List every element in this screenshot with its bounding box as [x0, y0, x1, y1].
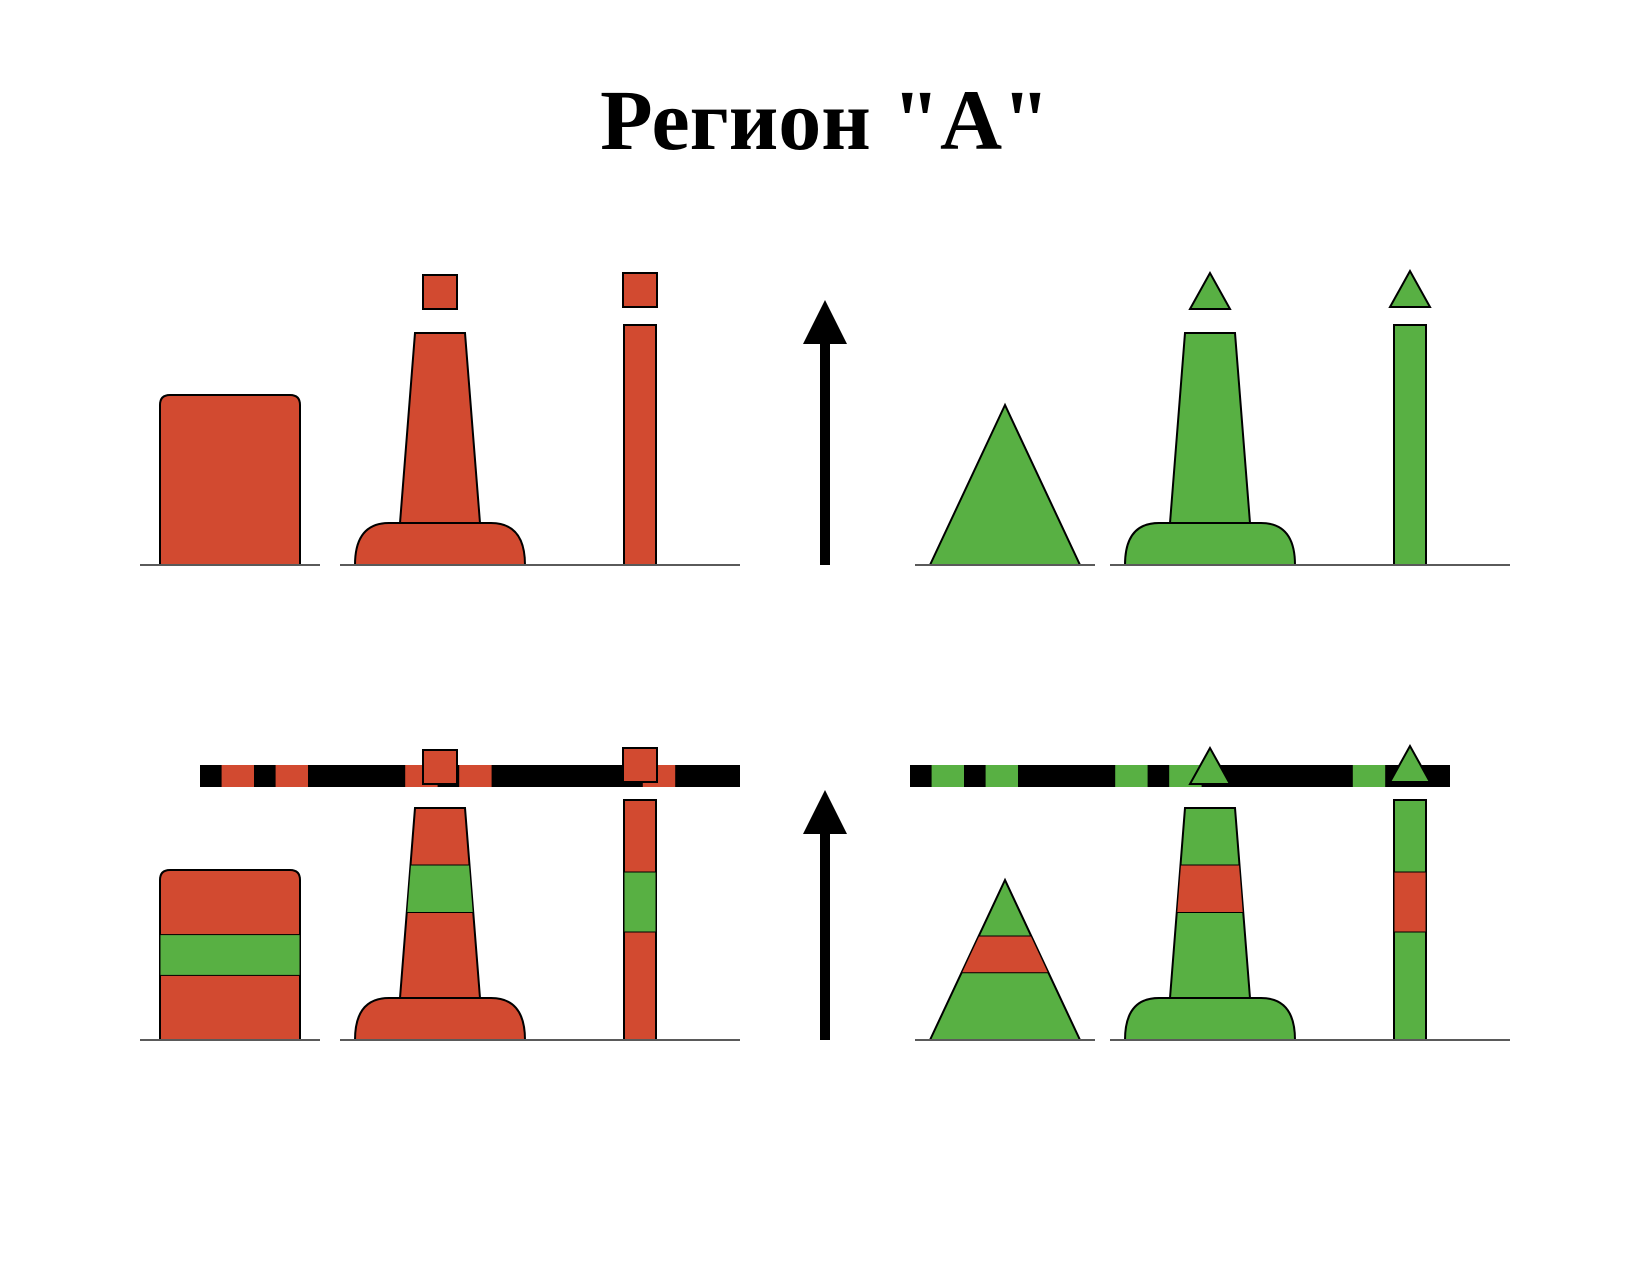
diagram-page: Регион "A" — [0, 0, 1650, 1275]
buoy-diagram — [0, 0, 1650, 1275]
page-title: Регион "A" — [0, 70, 1650, 170]
